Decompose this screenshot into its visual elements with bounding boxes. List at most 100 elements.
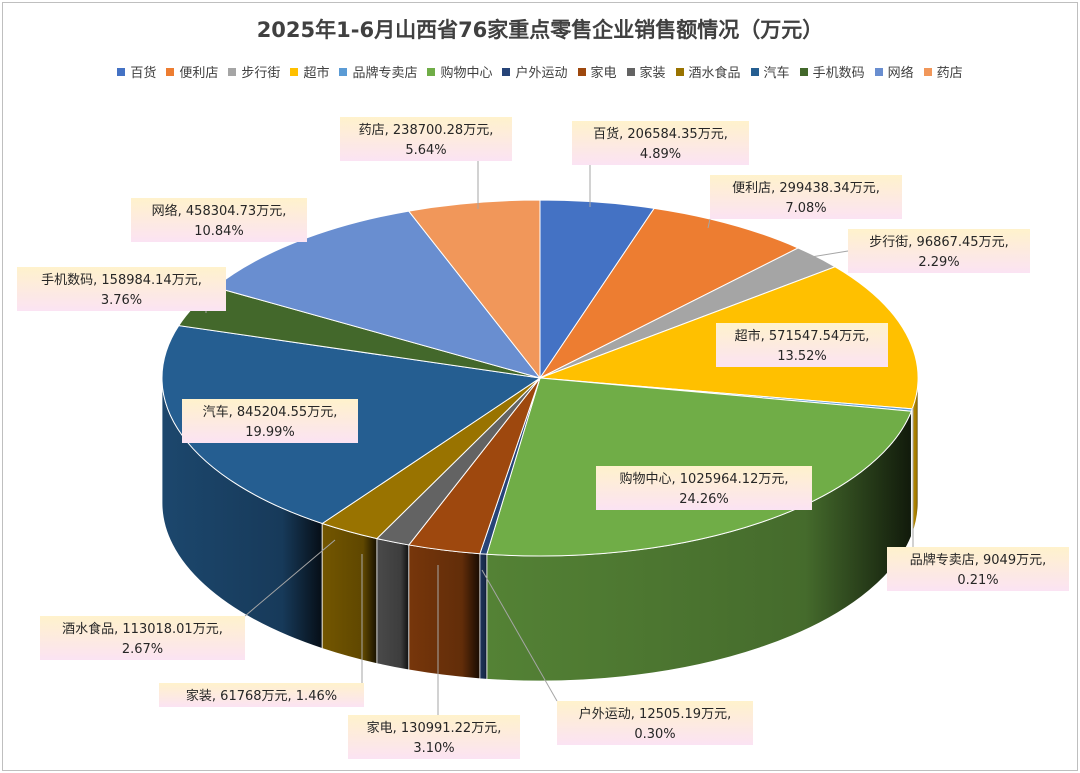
legend-label: 步行街	[241, 66, 281, 81]
data-label: 药店, 238700.28万元, 5.64%	[340, 117, 512, 161]
data-label-percent: 3.10%	[413, 741, 454, 756]
legend-item: 便利店	[166, 62, 218, 81]
data-label-box	[716, 323, 888, 367]
data-label-percent: 0.30%	[634, 727, 675, 742]
data-label-text: 便利店, 299438.34万元,	[732, 181, 880, 196]
data-label-box	[572, 121, 749, 165]
legend-label: 购物中心	[440, 66, 493, 81]
pie-slice	[538, 207, 800, 380]
legend-swatch	[923, 67, 932, 76]
legend-label: 手机数码	[812, 66, 865, 81]
legend-swatch	[339, 67, 348, 76]
legend-swatch	[577, 67, 586, 76]
data-label-text: 手机数码, 158984.14万元,	[41, 273, 202, 288]
legend-label: 网络	[887, 66, 914, 81]
data-label: 户外运动, 12505.19万元, 0.30%	[557, 701, 753, 745]
data-label-text: 品牌专卖店, 9049万元,	[910, 552, 1046, 568]
data-label-box	[182, 399, 358, 443]
legend-label: 酒水食品	[688, 66, 741, 81]
legend-label: 家电	[590, 66, 617, 81]
leader-line	[481, 569, 558, 702]
data-label-percent: 0.21%	[957, 573, 998, 588]
data-label-percent: 13.52%	[777, 349, 827, 364]
leader-line	[244, 539, 336, 617]
legend-label: 便利店	[179, 66, 219, 81]
legend-label: 药店	[936, 66, 963, 81]
data-label-box	[340, 117, 512, 161]
data-label-percent: 7.08%	[785, 201, 826, 216]
data-label-percent: 24.26%	[679, 492, 729, 507]
data-label: 家电, 130991.22万元, 3.10%	[348, 715, 520, 759]
legend-item: 百货	[117, 62, 156, 81]
data-label: 家装, 61768万元, 1.46%	[159, 683, 364, 707]
chart-legend: 百货 便利店 步行街 超市 品牌专卖店 购物中心 户外运动 家电 家装 酒水食品 汽车 手机数码 网络 药…	[0, 62, 1080, 81]
data-label-percent: 3.76%	[101, 293, 142, 308]
legend-swatch	[117, 67, 126, 76]
legend-item: 步行街	[228, 62, 280, 81]
legend-item: 网络	[874, 62, 914, 81]
legend-item: 购物中心	[427, 62, 492, 81]
data-label: 汽车, 845204.55万元, 19.99%	[182, 399, 358, 443]
legend-swatch	[228, 67, 237, 76]
legend-item: 户外运动	[502, 62, 568, 81]
legend-item: 家装	[626, 62, 666, 81]
legend-swatch	[675, 67, 684, 76]
legend-item: 酒水食品	[675, 62, 741, 81]
legend-item: 手机数码	[799, 62, 865, 81]
legend-item: 药店	[923, 62, 963, 81]
data-label-box	[159, 683, 364, 707]
data-label-text: 户外运动, 12505.19万元,	[579, 706, 731, 722]
data-label-percent: 10.84%	[194, 224, 244, 239]
data-label-text: 购物中心, 1025964.12万元,	[620, 471, 789, 487]
data-label-box	[848, 229, 1030, 273]
legend-swatch	[427, 67, 436, 76]
chart-title: 2025年1-6月山西省76家重点零售企业销售额情况（万元）	[256, 18, 824, 42]
data-label-text: 步行街, 96867.45万元,	[869, 235, 1008, 250]
data-label-text: 网络, 458304.73万元,	[152, 203, 287, 219]
legend-swatch	[799, 67, 808, 76]
data-label: 超市, 571547.54万元, 13.52%	[716, 323, 888, 367]
legend-label: 超市	[303, 66, 330, 81]
data-label-box	[40, 616, 245, 660]
data-label: 便利店, 299438.34万元, 7.08%	[710, 175, 902, 219]
legend-swatch	[502, 67, 511, 76]
data-label: 购物中心, 1025964.12万元, 24.26%	[596, 466, 812, 510]
pie-slice-side	[408, 544, 481, 680]
data-label-text: 酒水食品, 113018.01万元,	[62, 621, 223, 637]
legend-swatch	[626, 67, 635, 76]
legend-item: 品牌专卖店	[339, 62, 417, 81]
leader-line	[804, 250, 849, 259]
legend-swatch	[750, 67, 759, 76]
data-label-text: 超市, 571547.54万元,	[735, 328, 870, 344]
data-label: 百货, 206584.35万元, 4.89%	[572, 121, 749, 165]
legend-label: 汽车	[763, 66, 790, 81]
legend-item: 汽车	[750, 62, 790, 81]
data-label: 步行街, 96867.45万元, 2.29%	[848, 229, 1030, 273]
data-label: 酒水食品, 113018.01万元, 2.67%	[40, 616, 245, 660]
data-label-box	[348, 715, 520, 759]
leader-line	[707, 218, 711, 229]
data-label-percent: 2.29%	[918, 255, 959, 270]
data-label-box	[17, 267, 226, 311]
data-label: 品牌专卖店, 9049万元, 0.21%	[887, 547, 1069, 591]
legend-swatch	[166, 67, 175, 76]
data-label-percent: 2.67%	[122, 642, 163, 657]
legend-swatch	[874, 67, 883, 76]
data-label-box	[131, 198, 307, 242]
data-label-percent: 19.99%	[245, 425, 295, 440]
data-label-box	[596, 466, 812, 510]
data-label-percent: 4.89%	[640, 147, 681, 162]
data-label-text: 百货, 206584.35万元,	[593, 126, 728, 142]
data-label-text: 家装, 61768万元, 1.46%	[186, 688, 337, 704]
legend-label: 品牌专卖店	[352, 66, 418, 81]
data-label-percent: 5.64%	[405, 143, 446, 158]
legend-label: 户外运动	[515, 66, 568, 81]
data-label: 手机数码, 158984.14万元, 3.76%	[17, 267, 226, 311]
legend-swatch	[290, 67, 299, 76]
legend-label: 家装	[639, 66, 666, 81]
data-label-text: 药店, 238700.28万元,	[359, 123, 494, 138]
legend-item: 家电	[577, 62, 617, 81]
legend-item: 超市	[290, 62, 329, 81]
data-label-box	[710, 175, 902, 219]
